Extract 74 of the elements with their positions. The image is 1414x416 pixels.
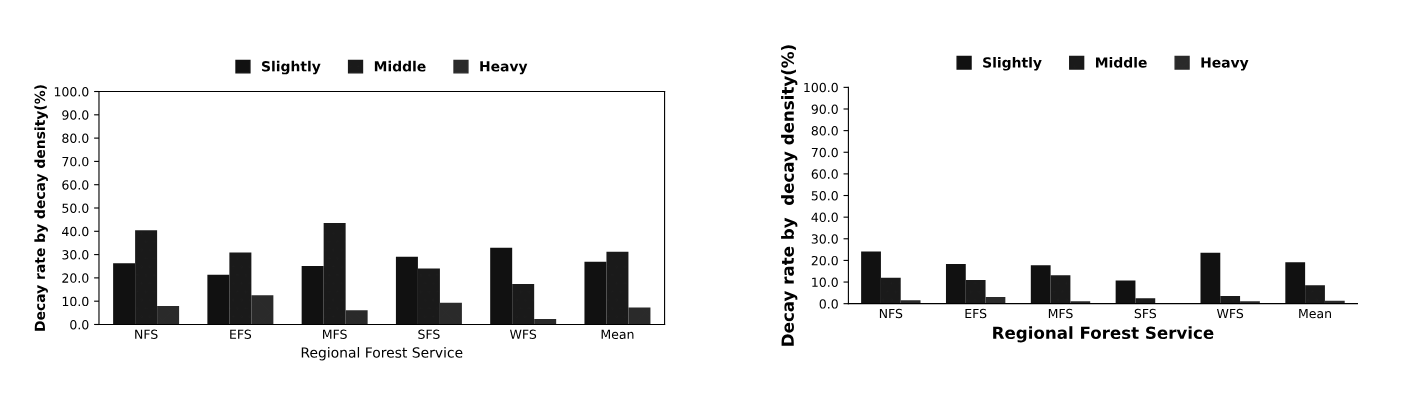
bar [628,307,651,325]
bar [395,256,418,325]
y-tick-label: 40.0 [62,226,89,237]
bar [534,319,557,325]
bar [1200,252,1221,304]
x-tick-label: EFS [230,329,252,340]
x-tick-label: NFS [135,329,158,340]
bar [1115,280,1136,304]
bar [251,295,274,325]
legend-label: Slightly [262,60,321,75]
x-tick-label: Mean [1299,308,1331,319]
bar [1220,295,1241,304]
y-tick-label: 0.0 [819,299,838,309]
bar [135,230,158,325]
y-tick-label: 100.0 [804,82,838,93]
x-tick-label: SFS [1134,308,1157,319]
bar [861,251,881,304]
x-tick-label: MFS [1048,308,1073,319]
bar [323,222,346,325]
y-tick-label: 30.0 [811,234,838,244]
y-axis-title: Decay rate by decay density(%) [34,85,48,331]
y-tick-label: 100.0 [54,86,89,97]
bar [1050,275,1071,304]
bar [207,274,230,325]
y-tick-label: 60.0 [811,169,838,179]
y-tick-label: 20.0 [811,255,838,266]
legend-label: Slightly [983,56,1042,71]
y-tick-label: 80.0 [62,133,89,144]
y-tick-label: 50.0 [62,203,89,213]
y-tick-label: 70.0 [811,147,838,158]
legend-label: Middle [374,60,426,72]
bar [439,302,462,325]
bar [965,280,986,304]
legend-label: Heavy [1201,57,1249,71]
legend-label: Heavy [480,61,528,75]
bar [345,310,368,325]
bar [229,252,252,325]
bar [1305,285,1325,304]
y-tick-label: 10.0 [812,277,838,287]
bar [1135,298,1156,304]
x-tick-label: WFS [1216,308,1244,319]
y-axis-title: Decay rate by decay density(%) [781,45,798,346]
bar [1285,262,1306,304]
x-tick-label: MFS [323,329,347,340]
y-tick-label: 70.0 [62,156,89,167]
bar [945,263,966,304]
bar [490,247,513,325]
y-tick-label: 60.0 [62,180,89,190]
bar [880,277,901,304]
y-tick-label: 20.0 [62,273,89,283]
y-tick-label: 90.0 [62,110,89,120]
bar [113,263,136,325]
x-tick-label: SFS [418,329,440,340]
x-tick-label: Mean [601,329,634,340]
y-tick-label: 10.0 [62,296,89,307]
y-tick-label: 80.0 [811,126,838,136]
y-tick-label: 40.0 [811,212,838,223]
legend-label: Middle [1096,56,1147,68]
y-tick-label: 0.0 [70,319,89,330]
x-tick-label: NFS [879,308,903,319]
y-tick-label: 90.0 [811,104,838,114]
x-axis-title: Regional Forest Service [993,326,1214,343]
x-tick-label: EFS [965,308,987,319]
bar [1030,265,1051,304]
bar [606,251,629,325]
bar [157,306,180,325]
bar [584,261,607,325]
y-tick-label: 30.0 [62,250,89,260]
y-tick-label: 50.0 [811,190,838,201]
x-tick-label: WFS [509,329,537,340]
x-axis-title: Regional Forest Service [301,346,463,361]
bar [417,268,440,325]
bar [301,266,324,325]
bar [512,283,535,325]
